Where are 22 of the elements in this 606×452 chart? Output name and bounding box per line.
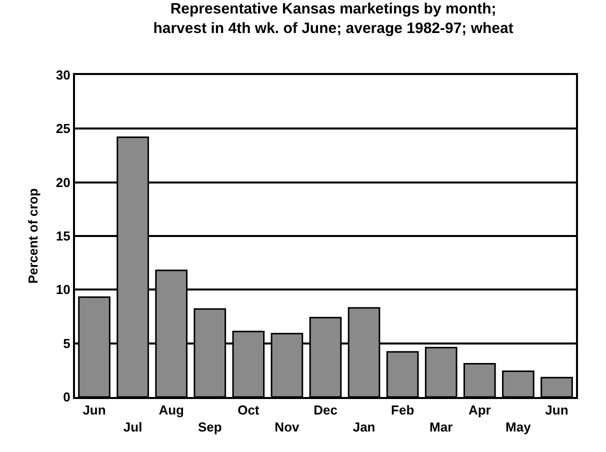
x-tick-label: Aug [158, 402, 184, 418]
x-tick-label: Jul [123, 420, 142, 434]
y-tick-label: 20 [56, 174, 70, 190]
x-tick-label: Jan [352, 420, 376, 434]
x-tick-label: May [506, 420, 532, 434]
x-tick-label: Jun [82, 402, 106, 418]
x-tick-label: Nov [274, 420, 300, 434]
x-tick-label: Apr [468, 402, 491, 418]
y-tick-label: 5 [63, 336, 70, 351]
x-tick-label: Mar [430, 420, 453, 434]
y-tick-label: 15 [56, 228, 70, 244]
y-tick-label: 25 [56, 121, 70, 136]
x-tick-label: Feb [391, 402, 414, 418]
x-tick-label: Sep [198, 420, 222, 434]
x-tick-label: Oct [238, 402, 260, 418]
y-tick-label: 30 [56, 68, 70, 83]
y-tick-label: 10 [56, 282, 70, 298]
chart-title: Representative Kansas marketings by month; harvest in 4th wk. of June; average 1982-97; wheat [153, 0, 514, 38]
x-tick-label: Jun [545, 402, 568, 418]
y-axis-title: Percent of crop [25, 188, 40, 284]
x-tick-label: Dec [314, 402, 338, 418]
y-tick-label: 0 [63, 390, 70, 405]
